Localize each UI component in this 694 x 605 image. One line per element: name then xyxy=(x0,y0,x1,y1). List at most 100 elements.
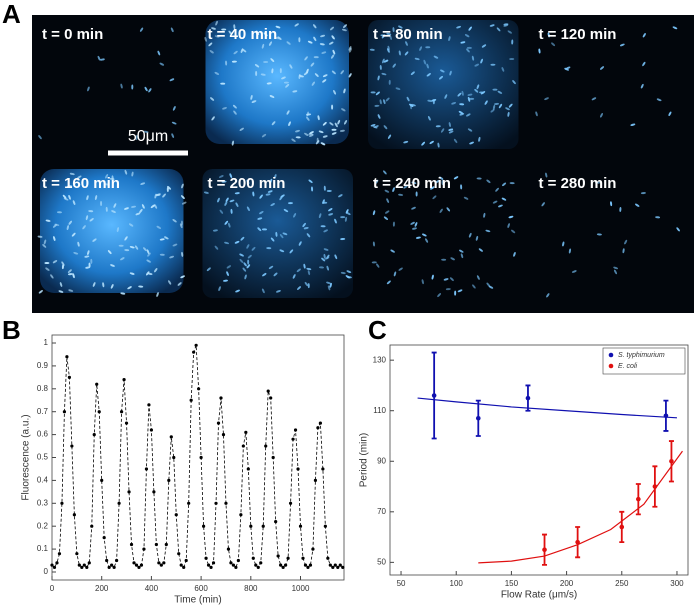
cell xyxy=(448,130,454,134)
cell xyxy=(490,63,496,66)
cell xyxy=(489,24,495,27)
cell xyxy=(120,257,125,261)
cell xyxy=(340,70,344,75)
cell xyxy=(110,264,115,267)
cell xyxy=(449,277,454,282)
cell xyxy=(172,219,177,223)
data-point xyxy=(82,563,86,567)
data-point xyxy=(154,542,158,547)
cell xyxy=(463,196,469,200)
cell xyxy=(475,235,479,241)
cell xyxy=(390,249,395,253)
cell xyxy=(124,249,130,252)
cell xyxy=(214,71,220,75)
data-point xyxy=(129,542,134,547)
data-point xyxy=(50,563,54,567)
data-point xyxy=(291,437,295,441)
data-point xyxy=(204,556,208,560)
cell xyxy=(296,268,301,273)
cell xyxy=(672,26,678,30)
cell xyxy=(546,293,550,298)
cell xyxy=(129,246,135,249)
cell xyxy=(180,275,185,279)
cell xyxy=(642,33,646,38)
data-point xyxy=(542,547,547,553)
cell xyxy=(37,235,43,238)
data-point xyxy=(72,513,76,517)
cell xyxy=(42,244,47,248)
y-axis-label: Period (min) xyxy=(359,433,370,487)
cell xyxy=(246,206,250,212)
cell xyxy=(225,197,229,202)
cell xyxy=(456,25,461,29)
cell xyxy=(385,97,390,102)
cell xyxy=(313,24,317,29)
x-tick-label: 50 xyxy=(397,579,406,588)
cell xyxy=(635,203,640,207)
cell xyxy=(62,194,67,199)
cell xyxy=(306,116,310,121)
cell xyxy=(446,207,451,212)
data-point xyxy=(192,350,196,354)
cell xyxy=(496,27,501,32)
cell xyxy=(261,133,267,138)
data-point xyxy=(127,490,131,494)
cell xyxy=(228,30,233,35)
cell xyxy=(135,212,141,216)
data-point xyxy=(251,556,255,560)
cell xyxy=(490,109,495,113)
cell xyxy=(389,35,392,40)
cell xyxy=(247,259,250,265)
cell xyxy=(306,233,311,238)
data-point xyxy=(149,428,154,432)
microscopy-frames: t = 0 min t = 40 min t = 80 min t = 120 min… xyxy=(37,20,680,298)
cell xyxy=(203,191,209,194)
cell xyxy=(275,231,278,237)
cell xyxy=(327,285,331,291)
cell xyxy=(170,27,174,33)
cell xyxy=(551,42,556,47)
x-tick-label: 250 xyxy=(615,579,629,588)
data-point xyxy=(298,524,303,528)
cell xyxy=(326,281,332,285)
data-point xyxy=(147,403,151,407)
cell xyxy=(376,263,380,268)
cell xyxy=(320,225,326,228)
cell xyxy=(38,290,43,294)
frame-label: t = 80 min xyxy=(373,26,443,43)
cell xyxy=(341,28,347,32)
data-point xyxy=(308,563,313,567)
cell xyxy=(591,97,597,101)
cell xyxy=(87,250,90,256)
cell xyxy=(640,83,644,89)
cell xyxy=(421,141,426,146)
frame-label: t = 120 min xyxy=(539,26,617,43)
cell xyxy=(302,222,306,228)
cell xyxy=(179,223,183,229)
cell xyxy=(92,238,97,242)
cell xyxy=(147,252,151,257)
data-point xyxy=(77,563,81,567)
cell xyxy=(181,251,184,257)
cell xyxy=(341,108,346,112)
cell xyxy=(111,210,116,213)
cell xyxy=(155,193,161,197)
cell xyxy=(67,185,73,188)
cell xyxy=(375,91,380,96)
cell xyxy=(508,103,513,108)
cell xyxy=(466,113,471,117)
data-point xyxy=(209,565,213,570)
cell xyxy=(260,73,266,76)
cell xyxy=(383,125,388,130)
cell xyxy=(279,68,282,74)
cell xyxy=(279,234,284,239)
y-tick-label: 110 xyxy=(373,406,386,415)
cell xyxy=(472,284,476,289)
cell xyxy=(322,74,328,78)
cell xyxy=(139,208,143,214)
cell xyxy=(270,237,275,242)
cell xyxy=(430,186,435,190)
cell xyxy=(228,222,231,228)
cell xyxy=(369,48,375,51)
cell xyxy=(331,104,334,110)
